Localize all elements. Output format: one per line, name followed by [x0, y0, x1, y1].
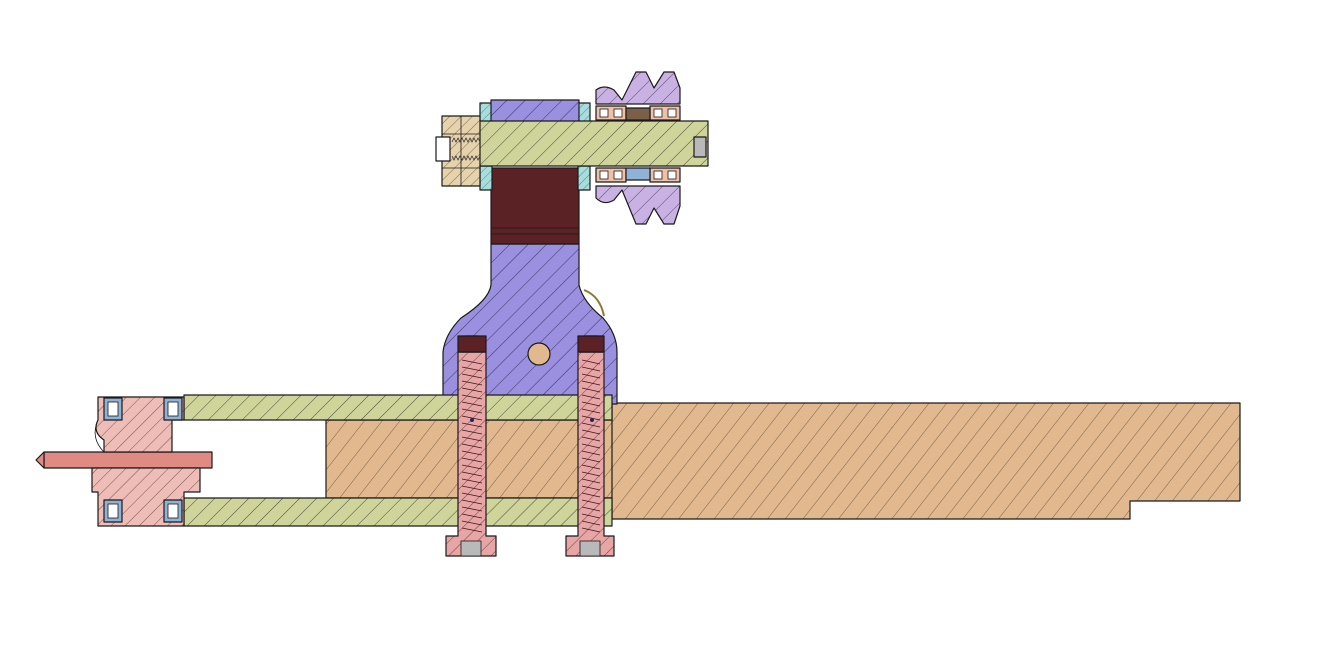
upper-plate: [183, 394, 613, 421]
axle-thread: [451, 137, 481, 161]
washer-left-bottom: [479, 165, 493, 191]
bearing-ball: [653, 108, 663, 118]
bearing-ball: [653, 170, 663, 180]
bearing-ball: [167, 503, 179, 519]
bearing-ball: [167, 401, 179, 417]
bearing-ball: [613, 108, 623, 118]
left-pin: [43, 451, 213, 469]
bearing-ball: [107, 401, 119, 417]
lower-plate: [183, 497, 613, 527]
bolt-right-thread: [581, 359, 601, 533]
bolt-left-socket: [460, 540, 482, 557]
bracket-hole: [527, 342, 551, 366]
bolt-right-cap: [577, 335, 605, 353]
bearing-ball: [667, 170, 677, 180]
bearing-spacer: [625, 107, 651, 121]
bolt-left-cap: [457, 335, 487, 353]
bolt-right-socket: [579, 540, 601, 557]
bolt-left-thread: [461, 359, 483, 533]
bearing-ball: [613, 170, 623, 180]
top-pulley-lower: [595, 185, 681, 225]
top-bearings: [595, 105, 681, 183]
bearing-ball: [107, 503, 119, 519]
top-pulley: [595, 71, 681, 105]
bearing-ball: [599, 108, 609, 118]
bearing-ball: [667, 108, 677, 118]
bracket-back-edge: [583, 289, 605, 317]
top-spacer-block: [490, 167, 580, 245]
axle-end-cap: [693, 136, 707, 158]
bearing-ball: [599, 170, 609, 180]
nut-pin: [435, 136, 451, 162]
washer-right-bottom: [577, 165, 591, 191]
left-bearings: [103, 397, 183, 523]
top-axle: [465, 120, 709, 167]
bearing-spacer: [625, 167, 651, 181]
